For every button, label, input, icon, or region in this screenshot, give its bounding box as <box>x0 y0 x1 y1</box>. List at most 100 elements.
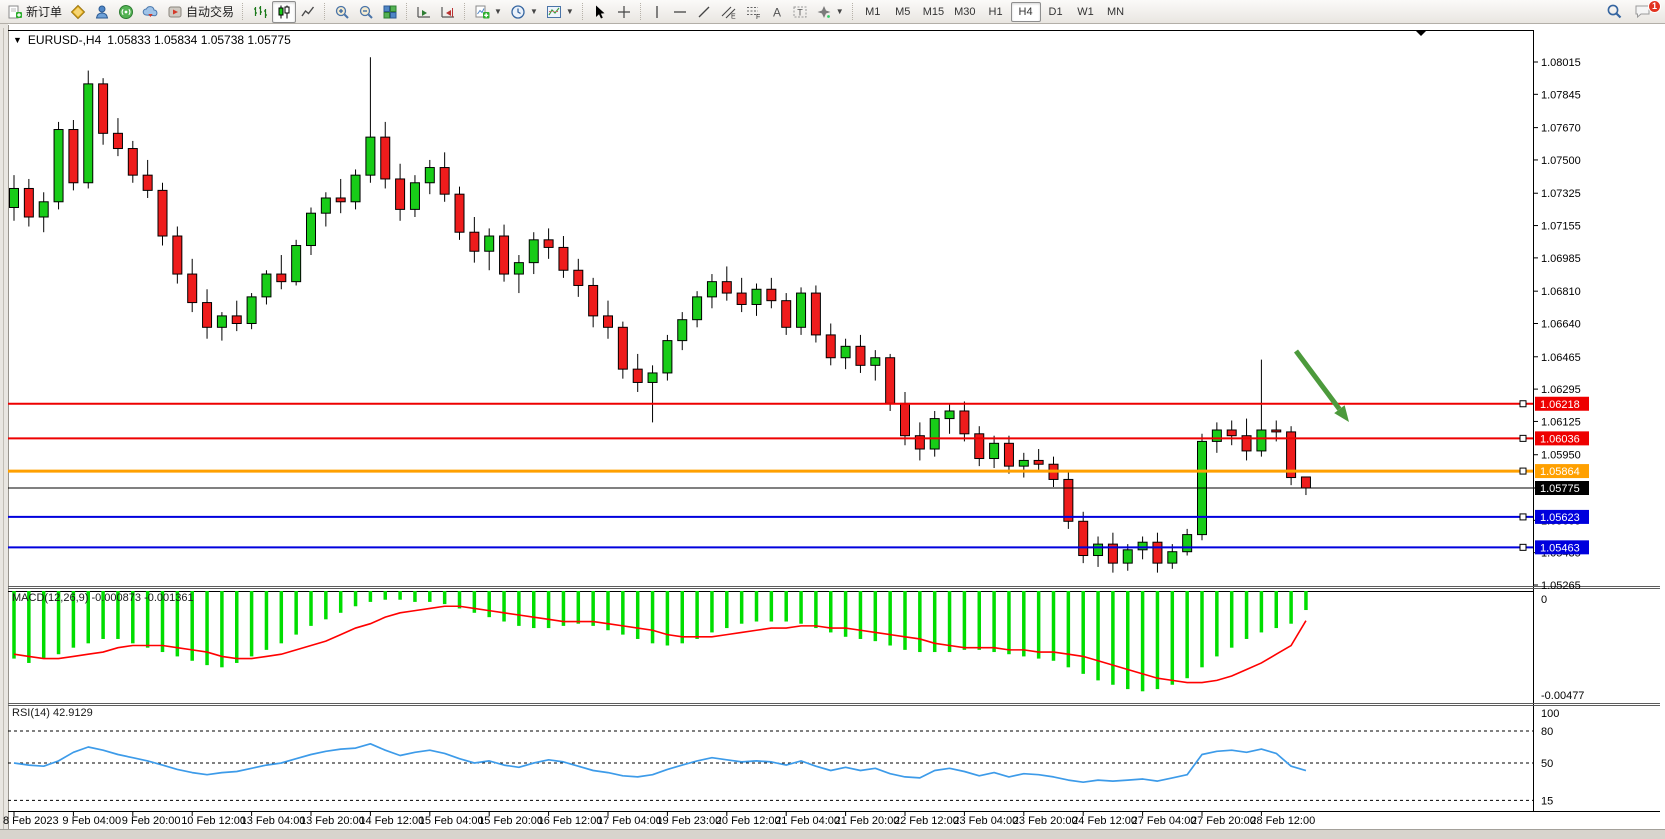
autotrading-button[interactable]: 自动交易 <box>163 1 238 23</box>
arrows-tool-button[interactable]: ▼ <box>812 1 848 23</box>
tile-windows-button[interactable] <box>378 1 402 23</box>
horizontal-line-tool-button[interactable] <box>668 1 692 23</box>
market-watch-button[interactable] <box>66 1 90 23</box>
search-button[interactable] <box>1602 1 1627 23</box>
mql5-cloud-button[interactable] <box>138 1 163 23</box>
macd-histogram-bar <box>947 591 952 653</box>
price-axis-label: 1.05950 <box>1541 450 1581 462</box>
chart-shift-button[interactable] <box>436 1 460 23</box>
indicators-button[interactable]: ▼ <box>470 1 506 23</box>
macd-histogram-bar <box>739 591 744 624</box>
macd-histogram-bar <box>650 591 655 644</box>
macd-histogram-bar <box>799 591 803 624</box>
rsi-axis-label: 15 <box>1541 795 1553 807</box>
macd-histogram-bar <box>665 591 670 646</box>
annotation-arrow-shaft[interactable] <box>1293 349 1342 411</box>
timeframe-d1-button[interactable]: D1 <box>1048 5 1063 18</box>
dropdown-caret-icon: ▼ <box>529 7 538 16</box>
macd-histogram-bar <box>977 591 981 650</box>
candle-down <box>781 300 792 328</box>
candle-down <box>617 326 628 370</box>
candle-up <box>1256 429 1267 452</box>
macd-histogram-bar <box>205 591 209 666</box>
macd-histogram-bar <box>1289 591 1293 624</box>
trendline-tool-button[interactable] <box>692 1 716 23</box>
timeframe-h4-button[interactable]: H4 <box>1010 1 1041 22</box>
timeframe-h1-button[interactable]: H1 <box>988 5 1003 18</box>
candle-down <box>1003 442 1014 467</box>
price-axis-label: 1.06810 <box>1541 286 1581 298</box>
zoom-in-button[interactable] <box>330 1 354 23</box>
annotation-arrow-head[interactable] <box>1334 405 1349 422</box>
price-axis-label: 1.06985 <box>1541 253 1581 265</box>
timeframe-mn-button[interactable]: MN <box>1106 5 1125 18</box>
candle-up <box>662 340 673 374</box>
market-watch-icon <box>70 4 86 19</box>
templates-button[interactable]: ▼ <box>542 1 578 23</box>
fibonacci-tool-button[interactable]: F <box>741 1 766 23</box>
macd-histogram-bar <box>918 591 922 653</box>
line-drag-handle[interactable] <box>1519 513 1527 521</box>
chart-menu-triangle-icon[interactable]: ▼ <box>13 35 22 45</box>
cursor-tool-button[interactable] <box>588 1 612 23</box>
candlestick-mode-button[interactable] <box>272 0 297 23</box>
timeframe-m15-button[interactable]: M15 <box>922 5 945 18</box>
candle-down <box>558 246 569 271</box>
channel-tool-button[interactable]: E <box>716 1 741 23</box>
price-axis-label: 1.07325 <box>1541 188 1581 200</box>
timeframe-m5-button[interactable]: M5 <box>895 5 911 18</box>
macd-histogram-bar <box>962 591 967 650</box>
price-line-label-box <box>1535 396 1589 411</box>
line-drag-handle[interactable] <box>1519 543 1527 551</box>
price-line-label-box <box>1535 509 1589 524</box>
time-axis-label: 13 Feb 20:00 <box>300 815 365 827</box>
candle-up <box>840 345 851 359</box>
line-drag-handle[interactable] <box>1519 434 1527 442</box>
line-drag-handle[interactable] <box>1519 400 1527 408</box>
crosshair-tool-button[interactable] <box>612 1 636 23</box>
chat-button[interactable]: 1 <box>1633 0 1661 23</box>
candle-down <box>98 83 109 134</box>
candle-up <box>246 296 257 324</box>
candle-down <box>900 402 910 437</box>
line-drag-handle[interactable] <box>1519 467 1527 475</box>
signal-button[interactable] <box>114 1 138 23</box>
zoom-out-button[interactable] <box>354 1 378 23</box>
vertical-line-tool-button[interactable] <box>646 1 668 23</box>
timeframe-m1-button[interactable]: M1 <box>865 5 881 18</box>
new-order-button[interactable]: 新订单 <box>3 1 66 23</box>
periods-button[interactable]: ▼ <box>506 1 542 23</box>
time-axis-label: 16 Feb 12:00 <box>538 815 603 827</box>
candle-up <box>9 187 19 208</box>
bid-price-label: 1.05775 <box>1540 483 1580 495</box>
candle-up <box>1122 549 1133 564</box>
timeframe-w1-button[interactable]: W1 <box>1077 5 1094 18</box>
candle-down <box>1241 435 1252 452</box>
text-label-tool-button[interactable]: T <box>788 1 812 23</box>
auto-scroll-button[interactable] <box>412 1 436 23</box>
price-axis-label: 1.08015 <box>1541 57 1581 69</box>
dropdown-caret-icon: ▼ <box>835 7 844 16</box>
macd-histogram-bar <box>41 591 46 659</box>
crosshair-icon <box>617 5 630 18</box>
macd-histogram-bar <box>1007 591 1011 655</box>
bar-chart-mode-button[interactable] <box>248 1 272 23</box>
timeframe-m30-button[interactable]: M30 <box>954 5 976 18</box>
candle-up <box>53 129 64 203</box>
line-chart-mode-button[interactable] <box>296 1 320 23</box>
profile-button[interactable] <box>90 1 114 23</box>
macd-histogram-bar <box>368 591 373 602</box>
candle-down <box>766 288 777 302</box>
macd-histogram-bar <box>858 591 863 639</box>
notification-badge: 1 <box>1648 0 1661 13</box>
chart-shift-marker-icon[interactable] <box>1416 31 1426 36</box>
zoom-out-icon <box>359 5 373 19</box>
rsi-axis-label: 100 <box>1541 708 1559 720</box>
macd-histogram-bar <box>1170 591 1175 685</box>
macd-histogram-bar <box>992 591 996 653</box>
time-axis-label: 21 Feb 20:00 <box>835 815 900 827</box>
text-tool-button[interactable]: A <box>766 1 788 23</box>
time-axis-label: 14 Feb 12:00 <box>359 815 424 827</box>
candle-down <box>1271 429 1282 433</box>
